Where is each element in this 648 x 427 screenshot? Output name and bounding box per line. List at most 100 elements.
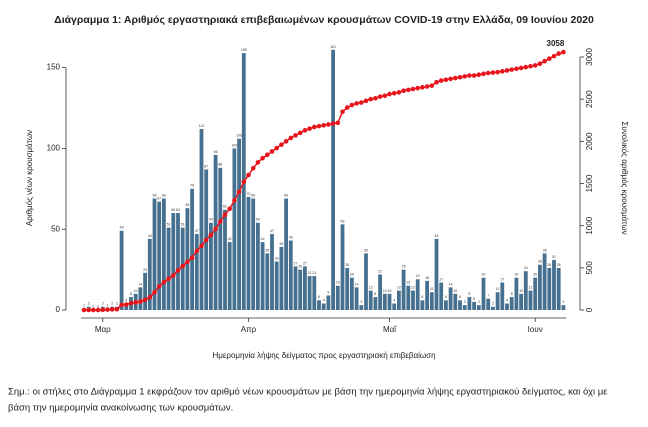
total-point xyxy=(307,126,312,131)
total-point xyxy=(415,85,421,91)
total-point xyxy=(119,302,124,308)
total-point xyxy=(133,300,138,305)
y-tick-label: 50 xyxy=(51,224,60,233)
total-point xyxy=(194,248,200,254)
total-point xyxy=(166,276,171,282)
y2-tick-label: 1500 xyxy=(585,174,594,192)
bar-value-label: 67 xyxy=(157,197,161,201)
total-point xyxy=(279,142,284,147)
total-point xyxy=(213,226,218,232)
bar xyxy=(293,266,298,310)
bar xyxy=(251,198,256,310)
bar-value-label: 106 xyxy=(236,134,242,138)
bar-value-label: 3 xyxy=(478,300,480,304)
total-point xyxy=(269,149,275,154)
total-point xyxy=(142,297,148,303)
total-point xyxy=(344,105,350,110)
bar-value-label: 7 xyxy=(487,294,489,298)
bar xyxy=(505,303,509,310)
total-point xyxy=(128,300,134,306)
total-point xyxy=(382,93,388,99)
bar-value-label: 14 xyxy=(355,282,359,286)
bar-value-label: 5 xyxy=(473,297,475,301)
bar-value-label: 4 xyxy=(323,298,325,302)
bar xyxy=(303,266,307,310)
bar xyxy=(199,129,204,310)
bar-value-label: 27 xyxy=(294,261,298,265)
total-point xyxy=(152,289,157,295)
x-tick-label: Ιουν xyxy=(528,325,543,334)
bar-value-label: 0 xyxy=(92,305,94,309)
bar xyxy=(439,282,444,310)
total-point xyxy=(232,198,237,203)
bar xyxy=(542,253,547,310)
total-point xyxy=(330,121,336,126)
bar xyxy=(556,267,561,310)
total-point xyxy=(504,68,510,73)
total-point xyxy=(471,73,477,78)
total-point xyxy=(114,306,120,312)
bar xyxy=(467,297,472,310)
total-point xyxy=(91,307,96,313)
bar xyxy=(326,295,331,310)
bar-value-label: 43 xyxy=(289,235,293,239)
bar-value-label: 15 xyxy=(406,281,410,285)
bar xyxy=(223,209,227,310)
total-point xyxy=(199,243,204,249)
bar-value-label: 14 xyxy=(138,282,142,286)
bar-value-label: 69 xyxy=(284,193,288,197)
bar-value-label: 51 xyxy=(167,223,171,227)
bar-value-label: 27 xyxy=(303,261,307,265)
total-point xyxy=(288,135,294,141)
bar-value-label: 112 xyxy=(199,124,205,128)
bar xyxy=(476,305,481,310)
bar xyxy=(180,227,185,310)
bar-value-label: 2 xyxy=(102,302,104,306)
bar-value-label: 2 xyxy=(111,302,113,306)
bar xyxy=(176,213,180,310)
note-line: Σημ.: οι στήλες στο Διάγραμμα 1 εκφράζου… xyxy=(8,387,608,398)
bar xyxy=(227,242,232,310)
bar xyxy=(279,246,284,310)
bar-value-label: 100 xyxy=(231,143,237,147)
total-point xyxy=(438,78,444,83)
bar-value-label: 8 xyxy=(468,292,470,296)
bar-value-label: 3 xyxy=(464,300,466,304)
bar-value-label: 15 xyxy=(336,281,340,285)
total-point xyxy=(391,90,397,96)
total-point xyxy=(495,69,500,75)
bar xyxy=(500,282,505,310)
total-point xyxy=(241,179,247,185)
bar-value-label: 2 xyxy=(88,302,90,306)
bar-value-label: 21 xyxy=(312,271,316,275)
total-point xyxy=(556,51,561,56)
bar xyxy=(265,253,270,310)
total-label: 3058 xyxy=(547,39,565,48)
bar-value-label: 53 xyxy=(341,219,345,223)
bar xyxy=(331,49,335,310)
bar xyxy=(317,300,321,310)
bar xyxy=(538,264,542,310)
bar-value-label: 23 xyxy=(143,268,147,272)
bar-value-label: 17 xyxy=(500,277,504,281)
bar xyxy=(307,276,312,310)
total-point xyxy=(387,91,392,97)
total-point xyxy=(453,75,458,81)
y-axis-label: Αριθμός νέων κρουσμάτων xyxy=(25,130,34,226)
total-point xyxy=(448,76,453,82)
bar xyxy=(523,271,528,310)
total-point xyxy=(561,49,566,55)
bar xyxy=(354,287,359,310)
total-point xyxy=(377,94,383,99)
bar-value-label: 6 xyxy=(459,295,461,299)
bar xyxy=(472,301,476,310)
bar-value-label: 26 xyxy=(345,263,349,267)
y2-tick-label: 3000 xyxy=(585,48,594,66)
bar-value-label: 21 xyxy=(308,271,312,275)
bar-value-label: 10 xyxy=(388,289,392,293)
bar xyxy=(147,238,152,310)
total-point xyxy=(218,219,223,224)
total-point xyxy=(283,139,289,144)
bar-value-label: 87 xyxy=(204,164,208,168)
bar xyxy=(368,290,373,310)
